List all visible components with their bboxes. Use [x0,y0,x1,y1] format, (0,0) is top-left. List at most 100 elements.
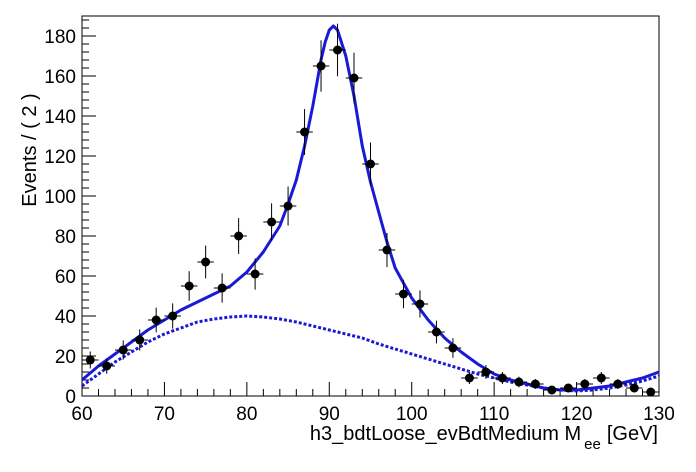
x-tick-label: 130 [643,404,675,425]
data-marker [596,373,606,383]
x-axis-title-unit: [GeV] [607,423,658,445]
y-tick-label: 180 [44,27,76,48]
y-tick-label: 40 [55,307,76,328]
data-marker [85,355,95,365]
data-point [329,23,346,77]
data-point [510,376,528,388]
x-axis-title-main: h3_bdtLoose_evBdtMedium M [310,423,581,445]
plot-frame [81,15,660,397]
data-point [593,372,610,384]
data-point [411,290,429,318]
data-marker [217,283,227,293]
data-marker [431,327,441,337]
data-marker [135,335,145,345]
data-marker [366,159,375,169]
data-point [263,203,280,241]
data-marker [382,245,392,255]
data-point [527,379,544,389]
data-marker [250,269,260,279]
data-point [609,379,627,389]
data-marker [267,217,277,227]
data-marker [349,73,359,83]
y-tick-labels: 0 20 40 60 80 100 120 140 160 180 [44,27,76,408]
data-point [147,307,165,333]
x-tick-label: 80 [236,404,257,425]
data-point [543,385,561,395]
data-marker [514,377,524,387]
data-marker [118,345,128,355]
y-tick-label: 160 [44,67,76,88]
y-tick-label: 20 [55,347,76,368]
background-fit-curve [81,314,660,393]
data-point [312,40,330,92]
data-point [576,379,594,389]
data-marker [613,379,623,389]
data-marker [102,361,112,371]
data-point [477,365,495,379]
data-marker [580,379,590,389]
data-marker [283,201,293,211]
series-layer [81,23,660,397]
x-tick-label: 90 [319,404,340,425]
data-marker [448,343,458,353]
data-point [560,383,577,393]
data-point [180,271,198,301]
data-marker [415,299,425,309]
data-point [230,218,247,254]
data-marker [201,257,211,267]
data-point [461,372,478,384]
y-tick-label: 80 [55,227,76,248]
x-tick-label: 100 [396,404,428,425]
data-marker [547,385,557,395]
data-point [345,52,363,104]
x-tick-label: 110 [479,404,509,425]
data-point [279,186,297,226]
data-marker [497,373,507,383]
data-point [213,273,231,303]
data-marker [316,61,326,71]
y-tick-label: 100 [44,187,76,208]
x-tick-labels: 60 70 80 90 100 110 120 130 [71,404,674,425]
data-marker [151,315,161,325]
data-marker [184,281,194,291]
total-fit-curve [81,24,660,392]
data-point [395,279,412,309]
data-marker [530,379,540,389]
data-point [378,232,396,268]
data-point [626,383,643,393]
data-point [444,338,462,358]
data-point [246,258,264,290]
data-point [296,109,313,155]
data-point [131,329,148,351]
data-marker [464,373,474,383]
y-tick-label: 140 [44,107,76,128]
data-marker [168,311,178,321]
data-marker [234,231,244,241]
data-point [82,351,99,369]
x-tick-label: 70 [154,404,175,425]
data-marker [300,127,310,137]
data-point [494,372,511,384]
y-tick-label: 0 [65,387,76,408]
data-point [164,303,181,329]
x-tick-label: 120 [561,404,593,425]
data-marker [646,387,656,397]
x-axis-title-subscript: ee [584,436,601,453]
data-marker [333,45,343,55]
data-marker [563,383,573,393]
x-tick-label: 60 [71,404,92,425]
data-point [197,245,214,279]
data-marker [398,289,408,299]
y-tick-label: 120 [44,147,76,168]
data-point [362,142,379,186]
data-point [428,320,445,344]
data-point [98,358,115,374]
data-point [114,340,132,360]
y-axis [82,19,96,397]
data-marker [629,383,639,393]
data-point [642,387,659,397]
data-marker [481,367,491,377]
y-tick-label: 60 [55,267,76,288]
